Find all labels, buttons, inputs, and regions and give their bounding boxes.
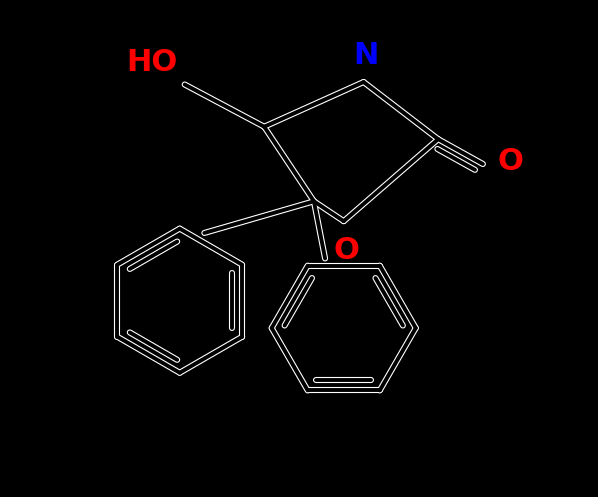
Text: HO: HO bbox=[126, 48, 177, 77]
Text: O: O bbox=[498, 147, 524, 176]
Text: N: N bbox=[353, 41, 379, 70]
Text: O: O bbox=[333, 236, 359, 265]
